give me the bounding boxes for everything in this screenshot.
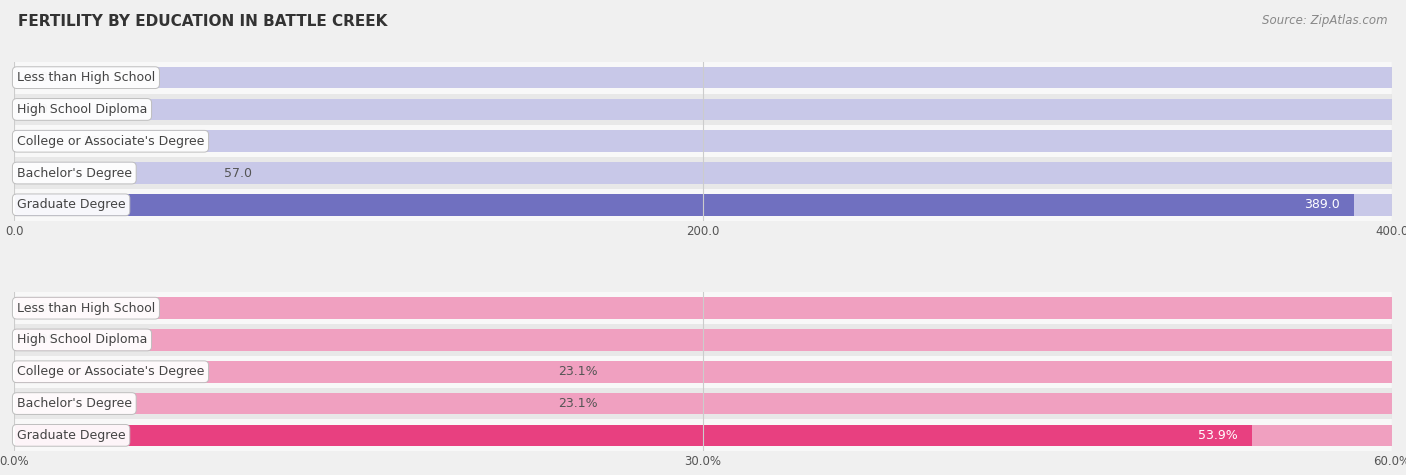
Bar	[14, 393, 1392, 414]
Bar	[14, 356, 1392, 388]
Text: 23.1%: 23.1%	[558, 365, 598, 378]
Bar	[14, 194, 1392, 216]
Text: 0.0%: 0.0%	[28, 333, 60, 346]
Text: Bachelor's Degree: Bachelor's Degree	[17, 397, 132, 410]
Text: College or Associate's Degree: College or Associate's Degree	[17, 365, 204, 378]
Text: 57.0: 57.0	[224, 167, 252, 180]
Text: 16.0: 16.0	[83, 135, 111, 148]
Bar	[14, 388, 1392, 419]
Text: 0.0: 0.0	[28, 71, 48, 84]
Bar	[14, 189, 1392, 221]
Bar	[14, 62, 1392, 94]
Text: High School Diploma: High School Diploma	[17, 103, 148, 116]
Bar	[14, 162, 1392, 184]
Text: College or Associate's Degree: College or Associate's Degree	[17, 135, 204, 148]
Text: High School Diploma: High School Diploma	[17, 333, 148, 346]
Bar	[14, 131, 1392, 152]
Bar	[14, 419, 1392, 451]
Text: 389.0: 389.0	[1305, 199, 1340, 211]
Text: Less than High School: Less than High School	[17, 302, 155, 314]
Bar	[14, 329, 1392, 351]
Bar	[14, 425, 1251, 446]
Bar	[14, 361, 544, 382]
Bar	[14, 99, 1392, 120]
Bar	[14, 297, 1392, 319]
Text: 0.0%: 0.0%	[28, 302, 60, 314]
Text: Less than High School: Less than High School	[17, 71, 155, 84]
Bar	[14, 292, 1392, 324]
Text: Graduate Degree: Graduate Degree	[17, 429, 125, 442]
Text: 0.0: 0.0	[28, 103, 48, 116]
Bar	[14, 425, 1392, 446]
Bar	[14, 194, 1354, 216]
Bar	[14, 162, 211, 184]
Bar	[14, 157, 1392, 189]
Bar	[14, 131, 69, 152]
Bar	[14, 393, 544, 414]
Text: FERTILITY BY EDUCATION IN BATTLE CREEK: FERTILITY BY EDUCATION IN BATTLE CREEK	[18, 14, 388, 29]
Text: 53.9%: 53.9%	[1198, 429, 1239, 442]
Text: Bachelor's Degree: Bachelor's Degree	[17, 167, 132, 180]
Text: 23.1%: 23.1%	[558, 397, 598, 410]
Bar	[14, 361, 1392, 382]
Text: Source: ZipAtlas.com: Source: ZipAtlas.com	[1263, 14, 1388, 27]
Text: Graduate Degree: Graduate Degree	[17, 199, 125, 211]
Bar	[14, 67, 1392, 88]
Bar	[14, 324, 1392, 356]
Bar	[14, 125, 1392, 157]
Bar	[14, 94, 1392, 125]
